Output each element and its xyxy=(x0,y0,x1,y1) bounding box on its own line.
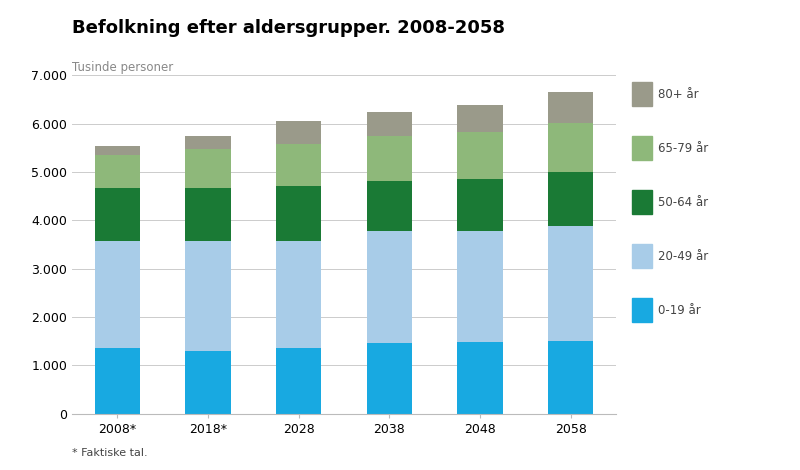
Text: Tusinde personer: Tusinde personer xyxy=(72,61,174,74)
Text: 80+ år: 80+ år xyxy=(658,87,698,101)
Bar xyxy=(276,241,322,348)
Text: 65-79 år: 65-79 år xyxy=(658,141,708,155)
Text: 20-49 år: 20-49 år xyxy=(658,250,708,263)
Bar xyxy=(276,348,322,414)
Bar xyxy=(458,179,502,231)
Bar xyxy=(366,343,412,414)
Bar xyxy=(186,136,230,149)
Text: 50-64 år: 50-64 år xyxy=(658,196,708,209)
Bar xyxy=(186,242,230,351)
Bar xyxy=(366,231,412,343)
Bar xyxy=(186,188,230,242)
Bar xyxy=(276,187,322,241)
Bar xyxy=(94,241,140,348)
Bar xyxy=(458,105,502,132)
Bar xyxy=(94,188,140,241)
Bar xyxy=(458,132,502,179)
Bar xyxy=(366,136,412,181)
Bar xyxy=(458,231,502,342)
Bar xyxy=(276,144,322,187)
Bar xyxy=(548,341,594,414)
Bar xyxy=(186,149,230,188)
Bar xyxy=(548,123,594,172)
Bar xyxy=(186,351,230,414)
Bar xyxy=(548,92,594,123)
Bar xyxy=(94,348,140,414)
Text: Befolkning efter aldersgrupper. 2008-2058: Befolkning efter aldersgrupper. 2008-205… xyxy=(72,19,505,37)
Bar xyxy=(548,226,594,341)
Bar xyxy=(366,112,412,136)
Text: 0-19 år: 0-19 år xyxy=(658,304,700,317)
Bar xyxy=(548,172,594,226)
Bar xyxy=(458,342,502,414)
Bar xyxy=(94,156,140,188)
Bar xyxy=(366,181,412,231)
Text: * Faktiske tal.: * Faktiske tal. xyxy=(72,448,148,458)
Bar xyxy=(276,121,322,144)
Bar xyxy=(94,146,140,156)
